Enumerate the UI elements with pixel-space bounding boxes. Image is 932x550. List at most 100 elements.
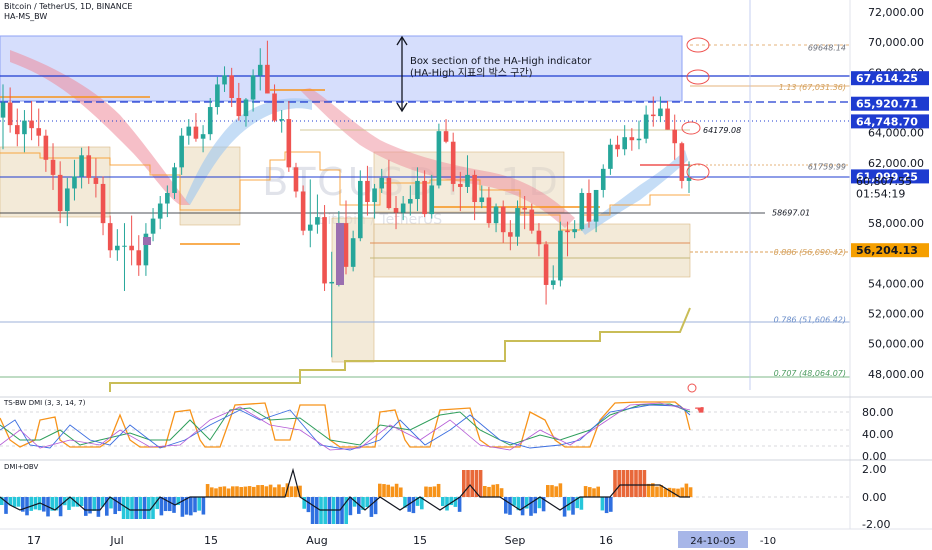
obv-tick: -2.00 xyxy=(862,518,890,531)
price-tick: 62,000.00 xyxy=(868,157,924,170)
candle xyxy=(50,143,56,190)
candle xyxy=(515,200,520,246)
candle xyxy=(415,167,420,212)
price-label: 01:54:19 xyxy=(856,188,905,201)
annotation-line-2: (HA-High 지표의 박스 구간) xyxy=(410,67,533,79)
obv-line xyxy=(0,467,690,511)
price-label: 65,920.71 xyxy=(851,96,929,111)
candle xyxy=(100,176,106,236)
obv-pane-label: DMI+OBV xyxy=(4,463,38,471)
obv-tick: 2.00 xyxy=(862,463,887,476)
dmi-pane-label: TS-BW DMI (3, 3, 14, 7) xyxy=(3,399,86,407)
candle xyxy=(186,119,192,145)
candle xyxy=(300,185,306,236)
candle xyxy=(343,200,349,275)
candle xyxy=(350,230,356,272)
price-label: 56,204.13 xyxy=(851,243,929,258)
candle xyxy=(129,215,134,266)
zone-box xyxy=(373,223,691,278)
candle xyxy=(22,110,27,153)
candle xyxy=(486,186,492,228)
svg-text:67,614.25: 67,614.25 xyxy=(856,72,918,85)
candle xyxy=(43,129,49,172)
candle xyxy=(115,229,120,261)
candle xyxy=(586,179,592,228)
ha-candle xyxy=(336,223,344,285)
zone-box xyxy=(0,146,111,218)
candle xyxy=(458,171,463,212)
candle xyxy=(522,195,527,230)
date-axis[interactable]: 17 Jul 15 Aug 15 Sep 16 xyxy=(27,534,613,547)
candle xyxy=(465,155,470,193)
candle xyxy=(265,40,270,94)
date-tick: Jul xyxy=(109,534,123,547)
dmi-tick: 80.00 xyxy=(862,406,894,419)
candle xyxy=(157,195,163,230)
ha-candle xyxy=(143,237,151,245)
candle xyxy=(165,185,170,218)
price-tick: 54,000.00 xyxy=(868,277,924,290)
candle xyxy=(172,162,177,200)
candle xyxy=(393,195,399,230)
candle xyxy=(14,108,20,147)
candle xyxy=(93,158,99,198)
price-tick: 64,000.00 xyxy=(868,127,924,140)
date-tick: Aug xyxy=(306,534,327,547)
candle xyxy=(672,114,678,160)
current-date: 24-10-05 xyxy=(690,536,735,547)
date-tick: 16 xyxy=(599,534,613,547)
level-label: 0.886 (56,090.42) xyxy=(774,248,846,257)
price-tick: 48,000.00 xyxy=(868,368,924,381)
candle xyxy=(372,183,377,219)
candle xyxy=(408,185,413,216)
bull-ribbon xyxy=(580,150,688,235)
candle xyxy=(500,200,506,243)
chart-title: Bitcoin / TetherUS, 1D, BINANCE xyxy=(4,2,133,11)
candle xyxy=(365,165,370,216)
candle xyxy=(529,203,535,234)
candle xyxy=(543,241,549,305)
candle xyxy=(572,220,577,239)
candle xyxy=(436,123,442,189)
candle xyxy=(65,177,70,227)
annotation-line-1: Box section of the HA-High indicator xyxy=(410,56,592,67)
candle xyxy=(107,215,113,258)
price-label: 61,099.25 xyxy=(851,169,929,184)
price-axis[interactable]: 72,000.0070,000.0068,000.0064,000.0062,0… xyxy=(868,6,924,381)
level-label: 58697.01 xyxy=(772,209,810,218)
current-date-badge xyxy=(678,531,748,548)
dmi-green-line xyxy=(0,403,691,446)
candle xyxy=(57,161,63,224)
date-tick: 17 xyxy=(27,534,41,547)
candle xyxy=(250,69,256,112)
date-tick: 15 xyxy=(413,534,427,547)
candle xyxy=(86,146,92,184)
candle xyxy=(558,221,563,287)
candle xyxy=(472,170,477,221)
candle xyxy=(479,185,485,209)
candle xyxy=(293,162,299,198)
candle xyxy=(422,170,427,218)
candle xyxy=(536,223,542,257)
candle xyxy=(658,96,663,123)
level-label: 1.13 (67,031.36) xyxy=(779,83,846,92)
candle xyxy=(665,101,670,130)
ha-high-box xyxy=(0,35,683,102)
candle xyxy=(193,113,199,142)
candle xyxy=(329,251,335,358)
svg-text:60,807.55: 60,807.55 xyxy=(856,175,912,188)
candle xyxy=(72,159,77,201)
candle xyxy=(615,135,620,157)
candle xyxy=(200,125,206,153)
candle xyxy=(257,48,263,91)
candle xyxy=(643,105,649,144)
candle xyxy=(272,84,277,123)
bear-ribbon xyxy=(10,50,190,205)
svg-text:61,099.25: 61,099.25 xyxy=(856,170,918,183)
candle xyxy=(143,223,149,276)
candle xyxy=(279,110,284,133)
candle xyxy=(650,96,656,127)
svg-text:☚: ☚ xyxy=(694,403,705,417)
candle xyxy=(207,97,213,141)
